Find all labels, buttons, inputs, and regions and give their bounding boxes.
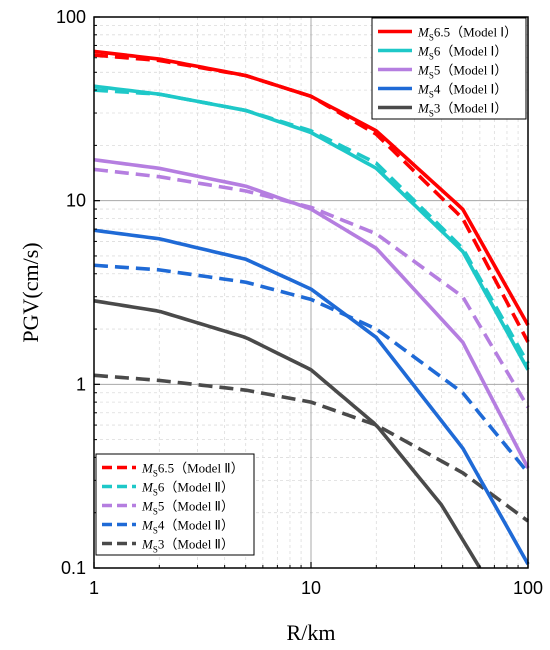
legend-model-1: MS6.5（Model Ⅰ）MS6（Model Ⅰ）MS5（Model Ⅰ）MS… bbox=[371, 17, 527, 120]
legend-label-subscript: S bbox=[429, 33, 434, 43]
y-tick-label: 0.1 bbox=[61, 558, 86, 578]
y-tick-label: 1 bbox=[76, 374, 86, 394]
legend-label: MS6.5（Model Ⅱ） bbox=[141, 461, 244, 479]
series-line-model2 bbox=[93, 263, 530, 474]
legend-label-symbol: M bbox=[141, 499, 154, 514]
legend-label: MS6（Model Ⅱ） bbox=[141, 480, 234, 498]
legend-label-text: 3（Model Ⅰ） bbox=[434, 101, 508, 116]
legend-label-subscript: S bbox=[153, 507, 158, 517]
legend-label-subscript: S bbox=[153, 488, 158, 498]
legend-label-symbol: M bbox=[417, 63, 430, 78]
legend-label: MS4（Model Ⅰ） bbox=[417, 82, 507, 100]
legend-label-symbol: M bbox=[417, 25, 430, 40]
legend-label-symbol: M bbox=[417, 44, 430, 59]
legend-label-symbol: M bbox=[141, 518, 154, 533]
legend-label-subscript: S bbox=[429, 52, 434, 62]
series-line-model1 bbox=[93, 299, 482, 569]
legend-label: MS4（Model Ⅱ） bbox=[141, 518, 234, 536]
legend-label: MS3（Model Ⅰ） bbox=[417, 101, 507, 119]
legend-label-text: 6（Model Ⅰ） bbox=[434, 44, 508, 59]
x-tick-label: 1 bbox=[89, 578, 99, 598]
x-axis-ticks: 1 10 100 bbox=[89, 562, 543, 598]
legend-label: MS6.5（Model Ⅰ） bbox=[417, 25, 517, 43]
legend-label-text: 4（Model Ⅰ） bbox=[434, 82, 508, 97]
legend-label: MS3（Model Ⅱ） bbox=[141, 537, 234, 555]
legend-label-subscript: S bbox=[429, 71, 434, 81]
legend-model-2: MS6.5（Model Ⅱ）MS6（Model Ⅱ）MS5（Model Ⅱ）MS… bbox=[95, 453, 255, 556]
series-line-model1 bbox=[93, 228, 530, 565]
legend-label-text: 4（Model Ⅱ） bbox=[158, 518, 234, 533]
legend-label-subscript: S bbox=[429, 109, 434, 119]
legend-label: MS5（Model Ⅰ） bbox=[417, 63, 507, 81]
y-tick-label: 10 bbox=[66, 191, 86, 211]
legend-label: MS6（Model Ⅰ） bbox=[417, 44, 507, 62]
y-axis-label: PGV(cm/s) bbox=[18, 242, 43, 342]
legend-label-subscript: S bbox=[429, 90, 434, 100]
legend-label-text: 5（Model Ⅰ） bbox=[434, 63, 508, 78]
series-line-model1 bbox=[93, 157, 530, 469]
x-tick-label: 100 bbox=[513, 578, 543, 598]
legend-label-text: 6.5（Model Ⅱ） bbox=[158, 461, 244, 476]
legend-label-subscript: S bbox=[153, 545, 158, 555]
series-line-model2 bbox=[93, 373, 530, 523]
legend-label-text: 3（Model Ⅱ） bbox=[158, 537, 234, 552]
legend-label-symbol: M bbox=[417, 82, 430, 97]
series-line-model1 bbox=[93, 84, 530, 371]
y-tick-label: 100 bbox=[56, 7, 86, 27]
legend-label-symbol: M bbox=[141, 461, 154, 476]
legend-label-subscript: S bbox=[153, 469, 158, 479]
legend-label-text: 5（Model Ⅱ） bbox=[158, 499, 234, 514]
legend-label-symbol: M bbox=[417, 101, 430, 116]
legend-label-symbol: M bbox=[141, 537, 154, 552]
x-axis-label: R/km bbox=[287, 620, 336, 645]
y-axis-ticks: 0.1 1 10 100 bbox=[56, 7, 100, 578]
series-line-model1 bbox=[93, 49, 530, 327]
legend-label-text: 6（Model Ⅱ） bbox=[158, 480, 234, 495]
legend-label-symbol: M bbox=[141, 480, 154, 495]
legend-label: MS5（Model Ⅱ） bbox=[141, 499, 234, 517]
legend-label-text: 6.5（Model Ⅰ） bbox=[434, 25, 517, 40]
legend-label-subscript: S bbox=[153, 526, 158, 536]
series-lines bbox=[93, 49, 530, 569]
x-tick-label: 10 bbox=[301, 578, 321, 598]
